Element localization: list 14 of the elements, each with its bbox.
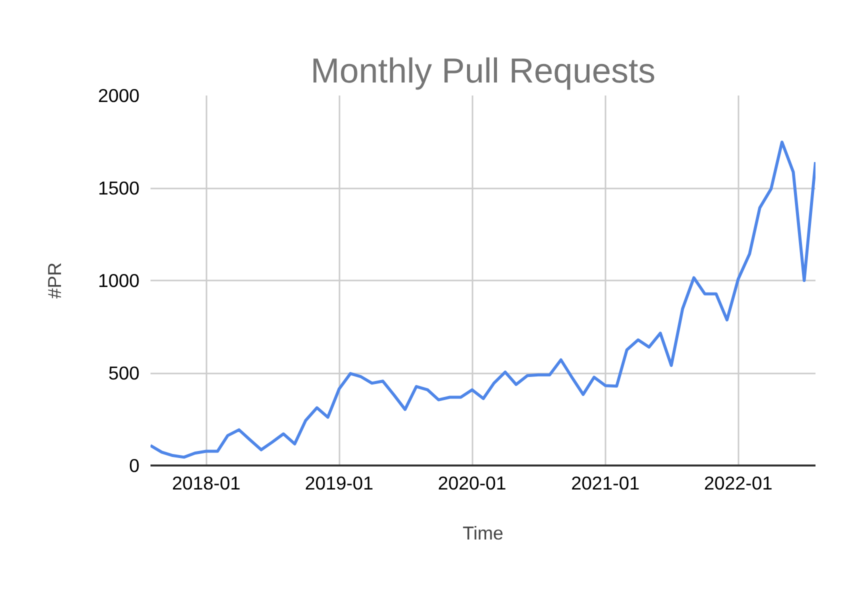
x-tick-label: 2021-01 (571, 472, 640, 494)
y-axis-title: #PR (44, 262, 65, 299)
x-tick-label: 2020-01 (438, 472, 506, 494)
y-tick-label: 500 (108, 362, 140, 384)
y-tick-label: 1000 (98, 270, 140, 291)
y-tick-label: 2000 (98, 85, 140, 106)
y-tick-label: 0 (129, 455, 140, 476)
x-tick-label: 2019-01 (304, 472, 374, 494)
y-tick-label: 1500 (98, 178, 140, 198)
line-series (150, 140, 816, 459)
x-tick-label: 2018-01 (172, 472, 240, 494)
chart-title: Monthly Pull Requests (310, 52, 656, 90)
x-axis-title: Time (462, 522, 504, 544)
x-tick-label: 2022-01 (704, 472, 773, 494)
